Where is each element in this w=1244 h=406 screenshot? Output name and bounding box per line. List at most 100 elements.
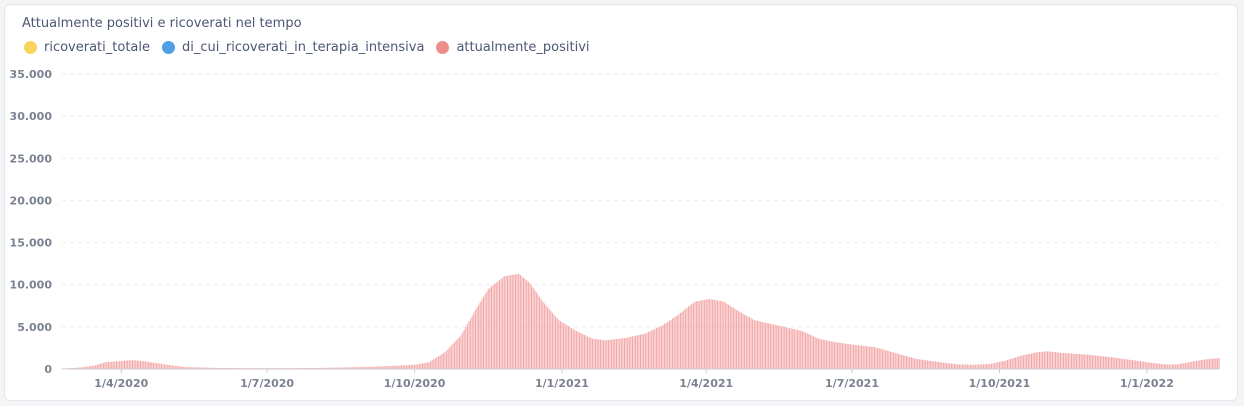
bar-attualmente-positivi [979, 364, 981, 369]
bar-attualmente-positivi [809, 334, 811, 369]
bar-attualmente-positivi [792, 328, 794, 369]
bar-attualmente-positivi [750, 318, 752, 369]
bar-attualmente-positivi [1042, 351, 1044, 369]
bar-attualmente-positivi [585, 335, 587, 369]
bar-attualmente-positivi [635, 335, 637, 369]
bar-attualmente-positivi [660, 325, 662, 369]
bar-attualmente-positivi [426, 362, 428, 369]
bar-attualmente-positivi [909, 357, 911, 369]
bar-attualmente-positivi [691, 304, 693, 369]
legend-swatch-terapia-intensiva [162, 41, 175, 54]
bar-attualmente-positivi [777, 325, 779, 369]
bar-attualmente-positivi [178, 366, 180, 369]
bar-attualmente-positivi [1026, 354, 1028, 369]
bar-attualmente-positivi [1197, 360, 1199, 369]
bar-attualmente-positivi [1072, 353, 1074, 369]
bar-attualmente-positivi [928, 360, 930, 369]
bar-attualmente-positivi [643, 333, 645, 369]
bar-attualmente-positivi [555, 316, 557, 369]
bar-attualmente-positivi [619, 338, 621, 369]
legend-label-attualmente-positivi: attualmente_positivi [456, 40, 590, 55]
bar-attualmente-positivi [160, 363, 162, 369]
bar-attualmente-positivi [736, 310, 738, 369]
legend-item-terapia-intensiva[interactable]: di_cui_ricoverati_in_terapia_intensiva [162, 40, 424, 55]
bar-attualmente-positivi [889, 351, 892, 369]
bar-attualmente-positivi [968, 364, 970, 369]
bar-attualmente-positivi [1088, 354, 1090, 369]
bar-attualmente-positivi [537, 294, 539, 369]
bar-attualmente-positivi [947, 363, 949, 369]
bar-attualmente-positivi [540, 299, 542, 369]
bar-attualmente-positivi [974, 364, 976, 369]
bar-attualmente-positivi [1131, 360, 1134, 369]
bar-attualmente-positivi [1149, 362, 1151, 369]
bar-attualmente-positivi [1080, 354, 1082, 369]
bar-attualmente-positivi [345, 367, 347, 369]
bar-attualmente-positivi [918, 359, 920, 369]
bar-attualmente-positivi [646, 332, 648, 369]
bar-attualmente-positivi [931, 361, 933, 369]
bar-attualmente-positivi [873, 347, 876, 369]
bar-attualmente-positivi [598, 339, 600, 369]
bar-attualmente-positivi [112, 361, 114, 369]
bar-attualmente-positivi [72, 367, 74, 369]
bar-attualmente-positivi [732, 307, 735, 369]
bar-attualmente-positivi [753, 320, 755, 369]
legend-item-attualmente-positivi[interactable]: attualmente_positivi [436, 40, 590, 55]
bar-attualmente-positivi [221, 367, 223, 369]
bar-attualmente-positivi [473, 312, 475, 369]
bar-attualmente-positivi [165, 364, 167, 369]
bar-attualmente-positivi [936, 361, 938, 369]
bar-attualmente-positivi [439, 355, 441, 369]
bar-attualmente-positivi [782, 326, 784, 369]
bar-attualmente-positivi [399, 365, 401, 369]
bar-attualmente-positivi [734, 308, 736, 369]
bar-attualmente-positivi [107, 362, 110, 369]
bar-attualmente-positivi [846, 343, 848, 369]
y-tick-label: 25.000 [10, 152, 53, 165]
bar-attualmente-positivi [413, 364, 416, 369]
bar-attualmente-positivi [388, 365, 390, 369]
bar-attualmente-positivi [678, 314, 680, 369]
bar-attualmente-positivi [978, 364, 980, 369]
bar-attualmente-positivi [450, 345, 452, 369]
bar-attualmente-positivi [673, 317, 675, 369]
bar-attualmente-positivi [963, 364, 965, 369]
bar-attualmente-positivi [623, 338, 626, 369]
bar-attualmente-positivi [172, 365, 174, 369]
bar-attualmente-positivi [688, 306, 690, 369]
bar-attualmente-positivi [314, 367, 316, 369]
legend-item-ricoverati-totale[interactable]: ricoverati_totale [24, 40, 150, 55]
bar-attualmente-positivi [482, 296, 485, 369]
bar-attualmente-positivi [335, 367, 337, 369]
bar-attualmente-positivi [317, 367, 319, 369]
bar-attualmente-positivi [910, 357, 912, 369]
bar-attualmente-positivi [998, 361, 1001, 369]
legend-label-terapia-intensiva: di_cui_ricoverati_in_terapia_intensiva [182, 40, 425, 55]
bar-attualmente-positivi [412, 364, 414, 369]
bar-attualmente-positivi [601, 339, 603, 369]
bar-attualmente-positivi [901, 354, 903, 369]
y-tick-label: 0 [44, 363, 52, 376]
bar-attualmente-positivi [1173, 364, 1175, 369]
bar-attualmente-positivi [1194, 361, 1196, 369]
bar-attualmente-positivi [1178, 364, 1180, 369]
bar-attualmente-positivi [204, 367, 206, 369]
bar-attualmente-positivi [795, 329, 797, 369]
bar-attualmente-positivi [396, 365, 398, 369]
bar-attualmente-positivi [340, 367, 342, 369]
bar-attualmente-positivi [1141, 361, 1143, 369]
bar-attualmente-positivi [827, 340, 829, 369]
bar-attualmente-positivi [1130, 359, 1132, 369]
bar-attualmente-positivi [715, 300, 717, 369]
bar-attualmente-positivi [1127, 359, 1129, 369]
bar-attualmente-positivi [1071, 353, 1073, 369]
bar-attualmente-positivi [966, 364, 968, 369]
bar-attualmente-positivi [356, 367, 358, 369]
bar-attualmente-positivi [103, 362, 105, 369]
bar-attualmente-positivi [210, 367, 212, 369]
bar-attualmente-positivi [1122, 358, 1124, 369]
bar-attualmente-positivi [1205, 359, 1207, 369]
bar-attualmente-positivi [636, 335, 638, 369]
